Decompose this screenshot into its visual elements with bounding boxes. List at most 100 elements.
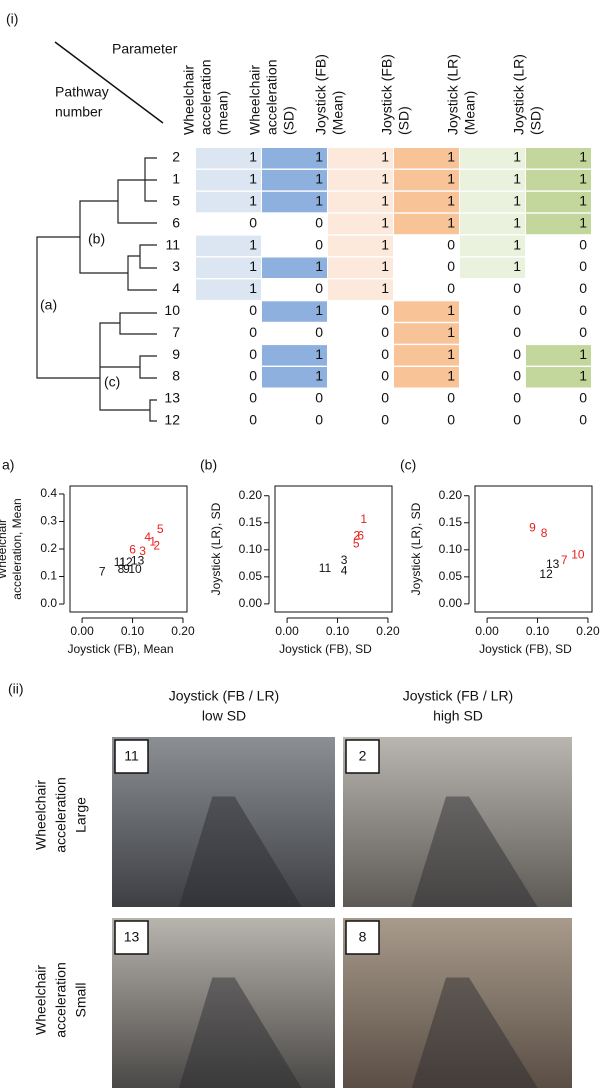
cell-value: 0 [513,390,521,406]
cluster-label: (b) [88,231,105,247]
pathway-number: 9 [172,346,180,362]
pathway-number: 3 [172,258,180,274]
cell-value: 1 [447,324,455,340]
cell-value: 1 [315,368,323,384]
x-axis-label: Joystick (FB), SD [479,642,572,656]
cell-value: 1 [513,171,521,187]
cell-value: 1 [447,149,455,165]
cell-value: 0 [381,324,389,340]
cell-value: 1 [381,280,389,296]
cell-value: 0 [513,368,521,384]
column-header: (SD) [281,106,297,135]
column-header: Joystick (FB / LR) [403,688,513,704]
cell-value: 0 [249,368,257,384]
cell-value: 1 [447,214,455,230]
pathway-number: 4 [172,280,180,296]
dendrogram [37,158,157,421]
y-axis-label: Wheelchair [0,519,9,579]
photo-number: 2 [359,748,367,764]
cell-value: 0 [249,302,257,318]
cell-value: 0 [315,412,323,428]
point-label: 10 [571,547,585,561]
y-axis-label: acceleration, Mean [10,498,24,599]
cell-value: 1 [381,171,389,187]
row-header: Wheelchair [33,965,49,1035]
cell-value: 1 [447,193,455,209]
cell-value: 1 [513,149,521,165]
cell-value: 1 [315,302,323,318]
x-tick-label: 0.10 [326,624,350,638]
cell-value: 1 [579,171,587,187]
cell-value: 1 [381,193,389,209]
cell-value: 0 [513,302,521,318]
figure: (i) Parameter Pathway number (b) (a) (c)… [0,0,605,1088]
x-tick-label: 0.10 [526,624,550,638]
point-label: 4 [341,564,348,578]
y-tick-label: 0.1 [40,569,57,583]
cell-value: 1 [513,193,521,209]
cell-value: 1 [249,171,257,187]
cell-value: 1 [381,236,389,252]
x-tick-label: 0.00 [475,624,499,638]
cell-value: 1 [249,193,257,209]
chart-label: (c) [400,457,416,473]
cell-value: 0 [249,390,257,406]
cell-value: 1 [447,302,455,318]
y-tick-label: 0.10 [439,542,463,556]
cell-value: 0 [579,412,587,428]
y-tick-label: 0.00 [239,596,263,610]
cell-value: 0 [315,214,323,230]
x-axis-label: Joystick (FB), Mean [67,642,173,656]
chart-label: (b) [200,457,217,473]
column-header: Joystick (FB) [313,54,329,135]
cell-value: 1 [447,346,455,362]
panel-label: (i) [6,11,18,27]
cell-value: 0 [447,412,455,428]
cell-value: 0 [579,390,587,406]
cell-value: 0 [381,412,389,428]
column-header: high SD [433,708,483,724]
point-label: 2 [153,538,160,552]
row-header: Wheelchair [33,780,49,850]
column-header: (Mean) [330,91,346,135]
point-label: 5 [353,537,360,551]
y-tick-label: 0.2 [40,541,57,555]
cell-value: 1 [315,193,323,209]
y-axis-label: Joystick (LR), SD [209,502,223,595]
point-label: 9 [529,520,536,534]
y-tick-label: 0.10 [239,542,263,556]
cell-value: 1 [315,258,323,274]
pathway-number: 7 [172,324,180,340]
cell-value: 1 [447,368,455,384]
photo-number: 8 [359,929,367,945]
cell-value: 1 [513,258,521,274]
pathway-number: 5 [172,193,180,209]
photo-number: 13 [124,929,140,945]
x-tick-label: 0.10 [121,624,145,638]
cell-value: 0 [513,280,521,296]
pathway-number: 8 [172,368,180,384]
point-label: 1 [360,512,367,526]
y-tick-label: 0.05 [439,569,463,583]
cell-value: 0 [579,280,587,296]
x-axis-label: Joystick (FB), SD [279,642,372,656]
panel-label: (ii) [8,681,24,697]
column-header: low SD [202,708,246,724]
pathway-number: 6 [172,214,180,230]
y-tick-label: 0.15 [239,515,263,529]
cell-value: 1 [249,280,257,296]
cell-value: 1 [579,346,587,362]
cell-value: 0 [513,412,521,428]
x-tick-label: 0.00 [275,624,299,638]
header-pathway: number [55,104,103,120]
y-tick-label: 0.20 [239,488,263,502]
cell-value: 0 [579,236,587,252]
column-header: Joystick (LR) [511,54,527,135]
point-label: 7 [561,553,568,567]
cell-value: 0 [513,324,521,340]
y-axis-label: Joystick (LR), SD [409,502,423,595]
chart-label: a) [2,457,14,473]
pathway-number: 13 [164,390,180,406]
cell-value: 0 [315,390,323,406]
cell-value: 1 [381,149,389,165]
